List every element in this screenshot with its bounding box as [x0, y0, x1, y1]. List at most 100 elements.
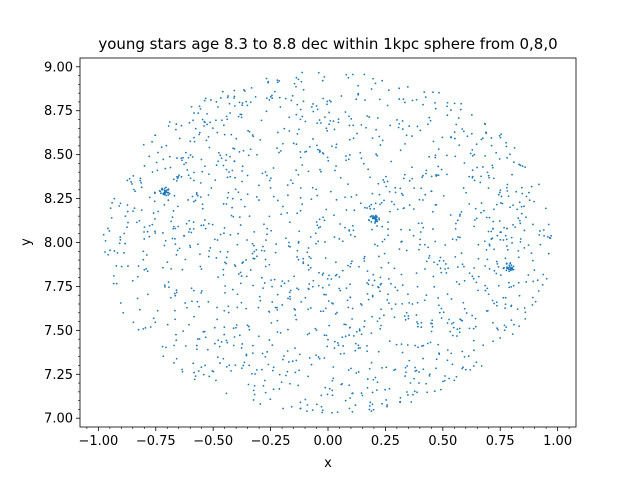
data-point [166, 261, 169, 264]
data-point [284, 97, 287, 100]
data-point [278, 373, 281, 376]
data-point [264, 391, 267, 394]
x-tick-label: 0.25 [371, 434, 400, 449]
data-point [154, 321, 157, 324]
data-point [373, 279, 376, 282]
data-point [517, 217, 520, 220]
data-point [458, 144, 461, 147]
data-point [411, 177, 414, 180]
data-point [487, 293, 490, 296]
data-point [242, 364, 245, 367]
data-point [434, 101, 436, 104]
data-point [173, 361, 175, 364]
data-point [425, 260, 428, 263]
data-point [387, 221, 389, 224]
data-point [417, 325, 419, 328]
data-point [162, 232, 164, 234]
data-point [505, 145, 508, 148]
data-point [420, 326, 423, 329]
data-point [222, 268, 225, 271]
data-point [326, 100, 329, 103]
data-point [140, 209, 143, 212]
data-point [544, 207, 547, 210]
data-point [208, 375, 211, 378]
data-point [306, 251, 309, 254]
data-point [335, 146, 337, 149]
data-point [321, 409, 324, 412]
data-point [390, 200, 393, 203]
data-point [438, 352, 440, 355]
data-point [359, 346, 361, 349]
data-point [398, 248, 401, 251]
data-point [317, 284, 320, 287]
data-point [504, 307, 506, 309]
data-point [175, 253, 178, 256]
data-point [162, 193, 165, 195]
data-point [175, 289, 178, 292]
data-point [359, 202, 362, 205]
data-point [386, 104, 389, 107]
data-point [469, 368, 472, 371]
data-point [370, 221, 373, 223]
data-point [368, 405, 371, 407]
data-point [276, 147, 278, 150]
data-point [354, 404, 357, 407]
data-point [304, 398, 307, 401]
data-point [409, 382, 412, 384]
data-point [492, 340, 495, 343]
data-point [385, 185, 388, 188]
data-point [446, 173, 448, 176]
data-point [249, 269, 252, 271]
data-point [366, 386, 369, 389]
data-point [180, 124, 183, 127]
data-point [425, 294, 428, 296]
data-point [444, 263, 447, 265]
data-point [235, 326, 237, 329]
data-point [532, 280, 535, 283]
data-point [337, 121, 340, 124]
data-point [401, 120, 404, 122]
data-point [226, 250, 229, 253]
data-point [223, 133, 226, 136]
data-point [394, 303, 397, 306]
data-point [486, 258, 489, 261]
data-point [486, 309, 489, 312]
data-point [210, 187, 213, 189]
data-point [504, 234, 507, 237]
data-point [304, 296, 307, 299]
data-point [234, 176, 236, 179]
data-point [347, 369, 350, 371]
data-point [312, 279, 315, 282]
data-point [339, 176, 342, 179]
data-point [358, 329, 361, 332]
data-point [445, 154, 448, 157]
data-point [508, 266, 511, 268]
y-tick-label: 7.00 [44, 412, 73, 427]
data-point [407, 394, 409, 396]
data-point [176, 175, 178, 178]
data-point [337, 344, 340, 347]
data-point [287, 194, 289, 197]
data-point [406, 391, 408, 393]
data-point [138, 308, 141, 311]
data-points [102, 71, 553, 414]
data-point [200, 290, 203, 292]
data-point [282, 358, 284, 361]
data-point [188, 121, 191, 124]
data-point [390, 282, 392, 285]
data-point [487, 174, 490, 177]
data-point [288, 130, 291, 132]
data-point [351, 392, 354, 395]
data-point [310, 363, 313, 366]
data-point [387, 228, 389, 231]
data-point [167, 125, 170, 127]
data-point [152, 212, 155, 214]
data-point [446, 101, 449, 104]
data-point [148, 155, 151, 158]
data-point [181, 159, 183, 162]
data-point [484, 154, 487, 157]
data-point [348, 384, 351, 387]
data-point [383, 238, 386, 241]
data-point [222, 164, 225, 167]
data-point [252, 135, 255, 138]
